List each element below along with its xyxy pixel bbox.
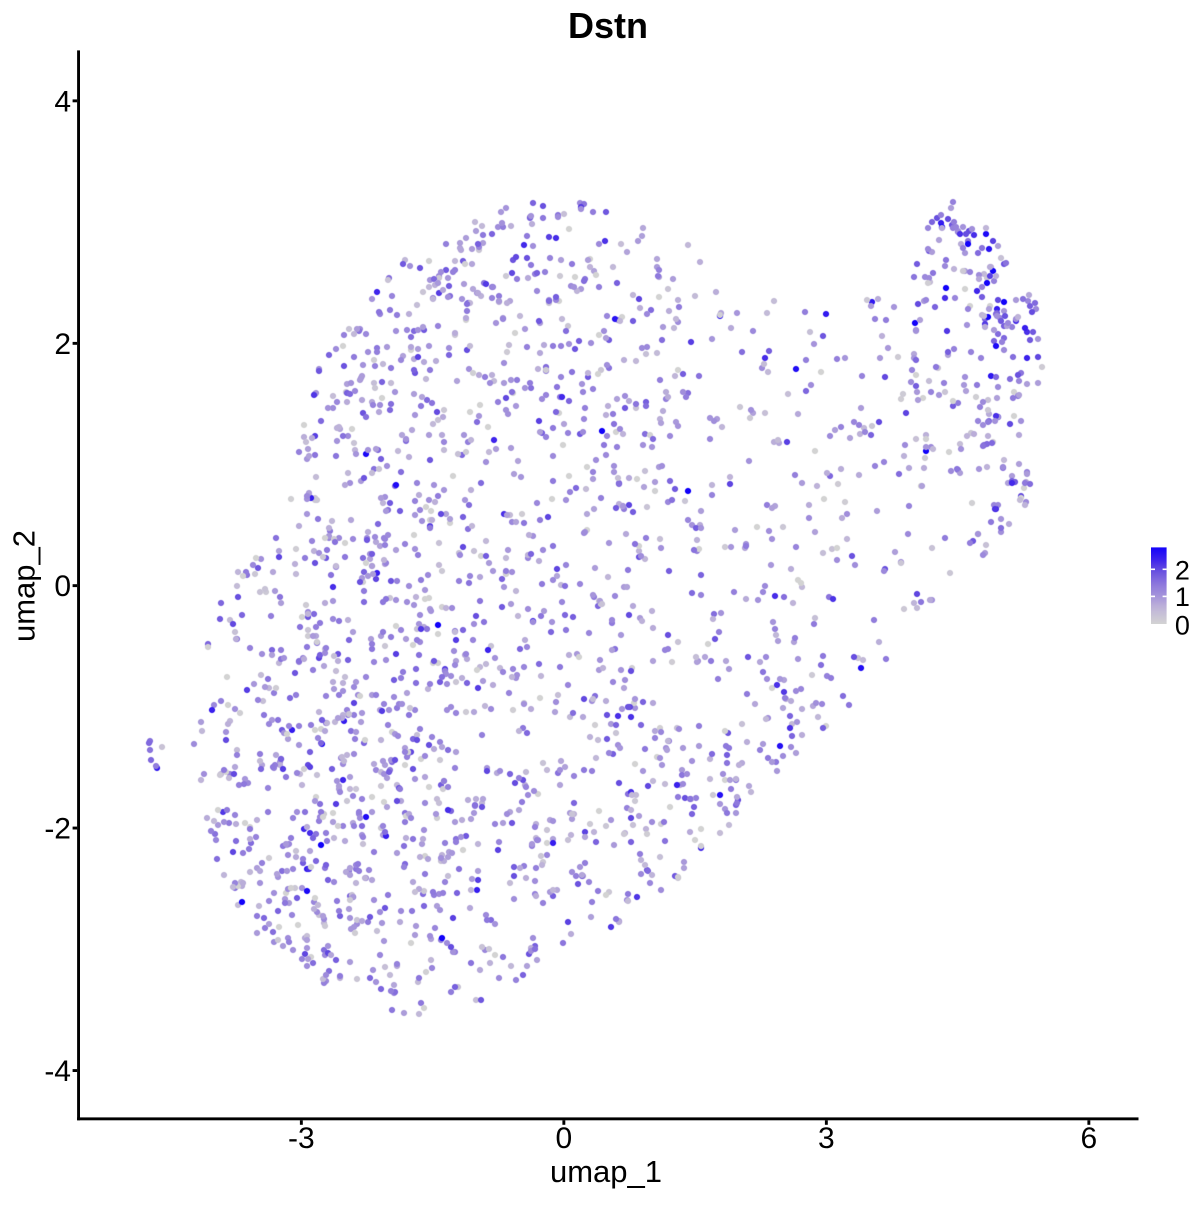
svg-text:Dstn: Dstn (568, 5, 648, 46)
svg-text:4: 4 (54, 85, 71, 118)
svg-text:-3: -3 (288, 1122, 315, 1155)
svg-text:umap_2: umap_2 (7, 530, 42, 642)
svg-text:0: 0 (556, 1122, 573, 1155)
svg-text:umap_1: umap_1 (550, 1154, 662, 1189)
svg-text:-2: -2 (44, 812, 71, 845)
svg-text:3: 3 (818, 1122, 835, 1155)
svg-text:-4: -4 (44, 1055, 71, 1088)
svg-text:0: 0 (54, 570, 71, 603)
svg-text:6: 6 (1081, 1122, 1098, 1155)
svg-text:2: 2 (1175, 556, 1190, 586)
svg-text:0: 0 (1175, 610, 1190, 640)
svg-text:2: 2 (54, 328, 71, 361)
svg-text:1: 1 (1175, 582, 1190, 612)
